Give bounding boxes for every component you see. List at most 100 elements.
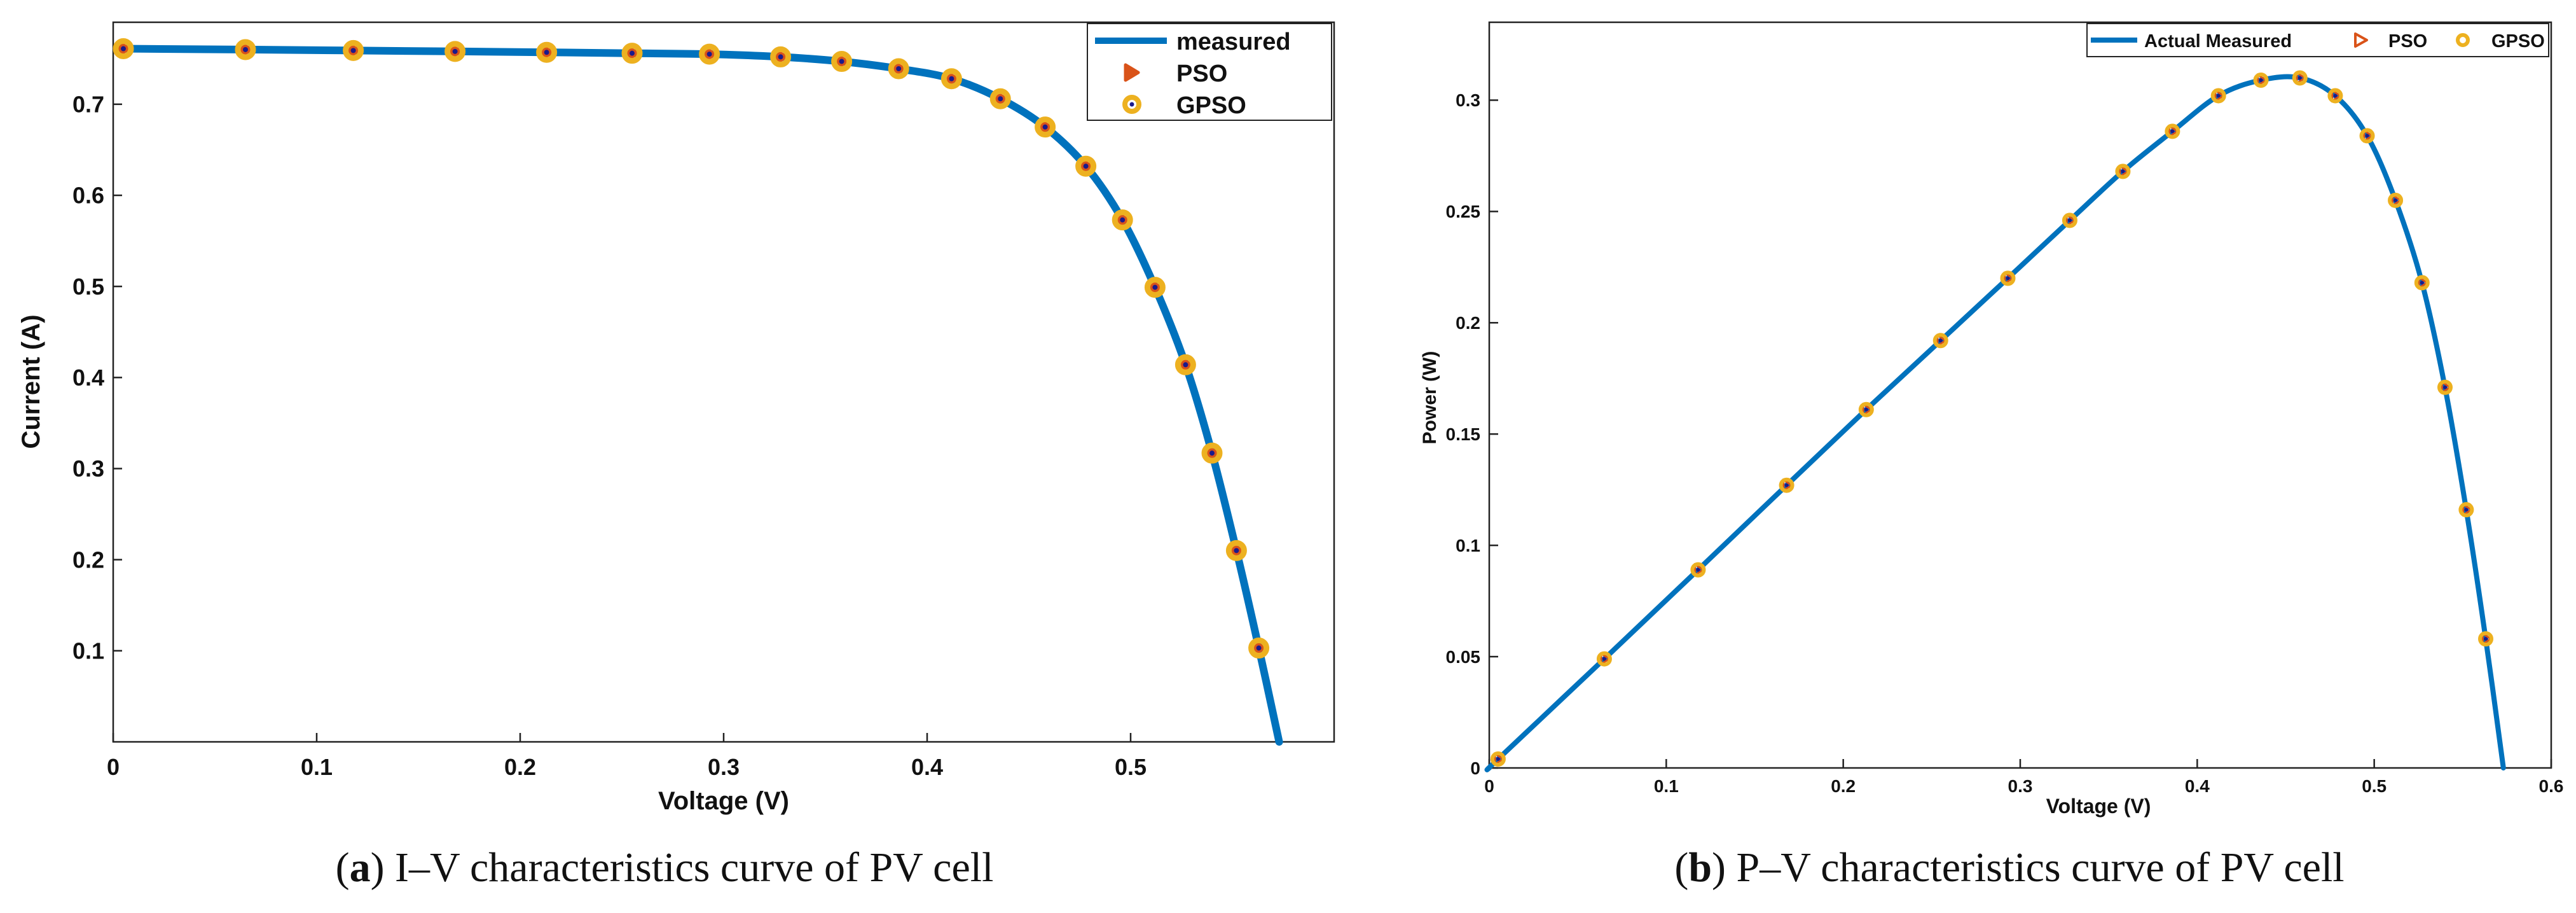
b-gpso-marker-center xyxy=(2365,134,2369,138)
b-gpso-marker xyxy=(2478,631,2494,647)
pv-legend: Actual Measured PSO GPSO xyxy=(2086,23,2549,57)
a-gpso-marker xyxy=(536,41,558,63)
b-pso-marker xyxy=(2391,193,2402,207)
b-gpso-marker xyxy=(2292,70,2308,86)
b-gpso-marker-center xyxy=(1602,657,1606,661)
b-pso-marker xyxy=(1494,752,1505,766)
a-gpso-marker xyxy=(699,43,720,65)
b-gpso-marker xyxy=(2253,72,2269,88)
a-gpso-marker-center xyxy=(1083,164,1089,169)
b-pso-marker xyxy=(2004,271,2015,286)
b-pso-marker xyxy=(1936,333,1948,347)
pv-legend-pso-swatch xyxy=(2354,32,2368,48)
b-y-tick-label: 0.3 xyxy=(1456,90,1480,110)
iv-legend-measured: measured xyxy=(1176,29,1291,55)
b-gpso-marker-center xyxy=(2333,94,2338,98)
a-gpso-marker-center xyxy=(839,59,844,64)
b-gpso-marker-center xyxy=(2216,94,2221,98)
b-gpso-marker-center xyxy=(2006,276,2010,281)
a-y-tick-label: 0.6 xyxy=(72,183,104,209)
a-gpso-marker-center xyxy=(1152,284,1158,290)
a-gpso-marker-center xyxy=(896,66,902,72)
pv-legend-gpso: GPSO xyxy=(2491,31,2545,52)
b-gpso-marker-center xyxy=(2393,198,2398,202)
a-x-tick-label: 0.2 xyxy=(504,754,536,780)
b-pso-marker xyxy=(2363,129,2374,143)
a-gpso-marker-center xyxy=(121,46,126,52)
b-gpso-marker-center xyxy=(1696,568,1700,572)
b-pso-marker xyxy=(1600,652,1611,666)
iv-caption: (a) I–V characteristics curve of PV cell xyxy=(336,844,994,891)
b-pso-marker xyxy=(2441,380,2452,394)
b-gpso-marker-center xyxy=(1784,483,1789,487)
a-gpso-marker-center xyxy=(1183,362,1188,368)
pv-legend-actual-measured: Actual Measured xyxy=(2144,31,2292,52)
a-gpso-marker-center xyxy=(1256,645,1262,651)
b-gpso-marker xyxy=(1779,477,1794,493)
b-gpso-marker xyxy=(1932,333,1948,349)
b-pso-marker xyxy=(2065,213,2077,228)
a-gpso-marker-center xyxy=(778,54,783,60)
b-gpso-marker-center xyxy=(2420,281,2424,285)
b-gpso-marker-center xyxy=(1938,338,1943,343)
b-gpso-marker xyxy=(2414,275,2430,291)
b-gpso-marker xyxy=(2388,192,2404,208)
b-gpso-marker-center xyxy=(2121,169,2125,174)
a-gpso-marker xyxy=(1225,540,1247,561)
b-gpso-marker-center xyxy=(2297,76,2302,80)
pv-chart: 0 0.1 0.2 0.3 0.4 0.5 0.6 0 0.05 0.1 0.15 0.2 0.25 0… xyxy=(1419,21,2564,891)
a-gpso-marker xyxy=(113,38,134,60)
a-gpso-marker-center xyxy=(630,50,635,56)
a-x-tick-label: 0 xyxy=(107,754,120,780)
b-gpso-marker xyxy=(2359,128,2375,144)
b-gpso-marker xyxy=(2115,164,2131,179)
b-gpso-marker xyxy=(2165,123,2180,139)
b-gpso-marker xyxy=(2437,379,2453,395)
b-gpso-marker xyxy=(2062,213,2077,228)
a-x-tick-label: 0.4 xyxy=(911,754,943,780)
b-pso-marker xyxy=(1862,403,1873,417)
b-gpso-marker-center xyxy=(2259,78,2263,82)
a-gpso-marker xyxy=(888,58,909,80)
iv-legend-pso-swatch xyxy=(1124,63,1140,82)
a-gpso-marker-center xyxy=(1042,124,1048,130)
a-gpso-marker-center xyxy=(1234,548,1239,554)
b-pso-marker xyxy=(2418,275,2429,290)
a-x-tick-label: 0.5 xyxy=(1115,754,1147,780)
b-x-tick-label: 0 xyxy=(1484,776,1494,796)
b-gpso-marker xyxy=(2458,502,2474,518)
a-y-tick-label: 0.4 xyxy=(72,365,104,391)
b-pso-marker xyxy=(2331,88,2343,103)
pv-caption: (b) P–V characteristics curve of PV cell xyxy=(1674,844,2344,891)
b-x-tick-label: 0.3 xyxy=(2008,776,2033,796)
b-pso-marker xyxy=(2296,71,2307,85)
a-gpso-marker xyxy=(235,39,256,60)
a-gpso-marker-center xyxy=(949,76,954,81)
b-gpso-marker xyxy=(1596,651,1612,667)
a-gpso-marker-center xyxy=(998,96,1003,102)
a-gpso-marker xyxy=(831,51,853,73)
a-gpso-marker xyxy=(989,88,1011,109)
iv-plot-area xyxy=(112,21,1335,743)
b-x-tick-label: 0.2 xyxy=(1831,776,1856,796)
b-y-tick-label: 0.25 xyxy=(1446,202,1481,221)
b-x-tick-label: 0.1 xyxy=(1654,776,1679,796)
a-gpso-marker xyxy=(343,39,364,61)
b-gpso-marker xyxy=(1858,401,1874,417)
b-gpso-marker xyxy=(2000,270,2016,286)
b-pso-marker xyxy=(1694,562,1705,577)
b-pso-marker xyxy=(2214,88,2226,103)
a-y-tick-label: 0.7 xyxy=(72,91,104,117)
a-gpso-marker-center xyxy=(452,48,458,54)
b-pso-marker xyxy=(2168,124,2180,139)
a-gpso-marker xyxy=(1075,155,1097,177)
a-gpso-marker-center xyxy=(706,52,712,57)
iv-chart: 0 0.1 0.2 0.3 0.4 0.5 0.1 0.2 0.3 0.4 0.5 0.6 0.7 V… xyxy=(17,21,1335,891)
iv-legend-gpso-swatch xyxy=(1122,95,1141,114)
b-pso-marker xyxy=(2462,503,2474,517)
b-x-tick-label: 0.6 xyxy=(2539,776,2564,796)
b-x-tick-label: 0.4 xyxy=(2185,776,2210,796)
b-gpso-marker-center xyxy=(1864,407,1868,412)
b-y-tick-label: 0.2 xyxy=(1456,313,1480,333)
